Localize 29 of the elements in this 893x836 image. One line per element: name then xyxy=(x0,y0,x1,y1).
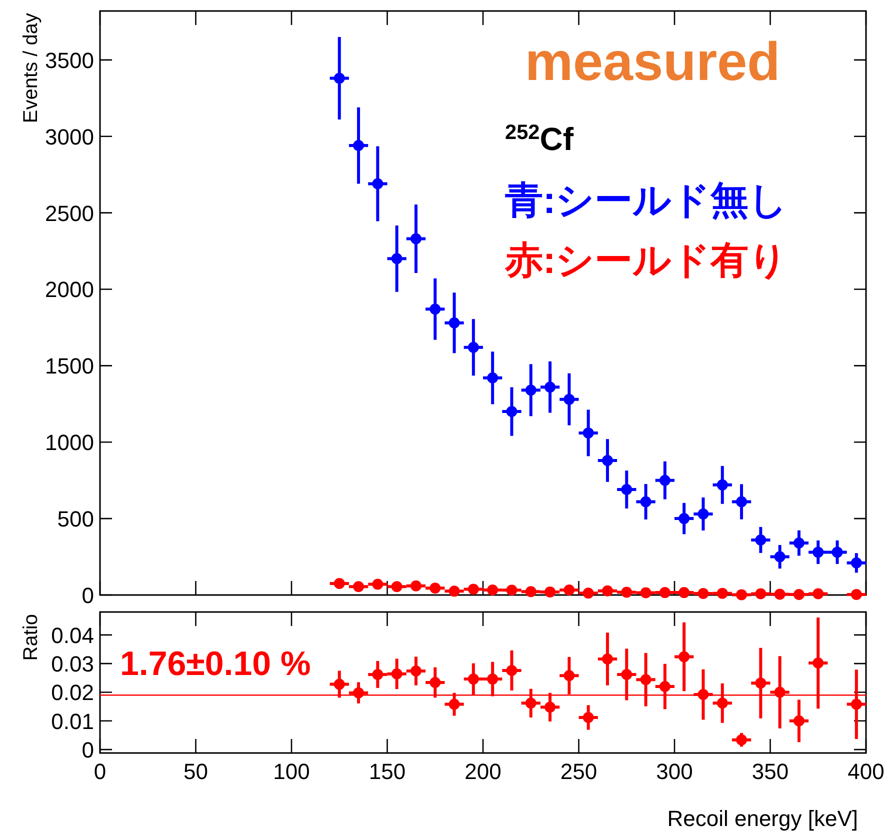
y-tick-label: 1000 xyxy=(45,430,94,456)
text: 青:シールド無し xyxy=(504,180,788,222)
y-tick-label: 0 xyxy=(82,738,94,763)
annotation: measured xyxy=(525,32,780,92)
y-tick-label: 0.03 xyxy=(51,652,94,677)
x-tick-label: 250 xyxy=(560,759,598,784)
y-tick-label: 0 xyxy=(82,583,94,608)
x-tick-label: 100 xyxy=(273,759,310,784)
x-tick-label: 300 xyxy=(656,759,693,784)
y-tick-label: 3000 xyxy=(45,124,94,150)
x-tick-label: 150 xyxy=(368,759,406,784)
y-tick-label: 2000 xyxy=(45,277,94,302)
text: 赤:シールド有り xyxy=(504,240,788,282)
y-tick-label: 3500 xyxy=(45,48,94,73)
y-tick-label: 2500 xyxy=(45,200,94,226)
annotation: $^{252}$Cf xyxy=(505,120,574,157)
x-tick-label: 400 xyxy=(848,759,884,784)
y-tick-label: 0.01 xyxy=(51,708,94,734)
y-tick-label: 0.04 xyxy=(51,622,94,648)
y-tick-label: 0.02 xyxy=(51,680,94,706)
annotation: 1.76±0.10 % xyxy=(120,645,311,683)
y-tick-label: 1500 xyxy=(45,354,94,379)
x-tick-label: 50 xyxy=(184,759,208,784)
y-axis-title: Ratio xyxy=(20,614,42,661)
y-tick-label: 500 xyxy=(57,506,94,532)
x-axis-title: Recoil energy [keV] xyxy=(667,806,858,831)
x-tick-label: 350 xyxy=(752,759,789,784)
y-axis-title: Events / day xyxy=(20,13,42,124)
x-tick-label: 200 xyxy=(464,759,502,784)
